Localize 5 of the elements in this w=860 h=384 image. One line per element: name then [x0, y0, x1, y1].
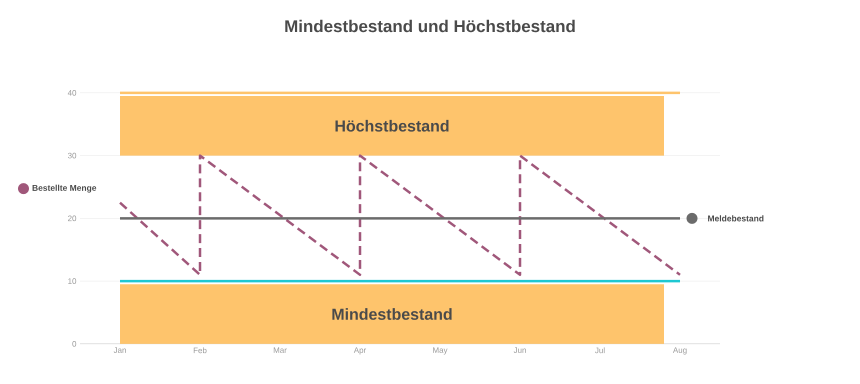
legend-label: Meldebestand: [708, 215, 764, 222]
legend-label: Bestellte Menge: [32, 184, 96, 193]
band-label: Höchstbestand: [336, 120, 449, 132]
chart-title: Mindestbestand und Höchstbestand: [285, 20, 575, 32]
band-label: Mindestbestand: [332, 308, 452, 320]
